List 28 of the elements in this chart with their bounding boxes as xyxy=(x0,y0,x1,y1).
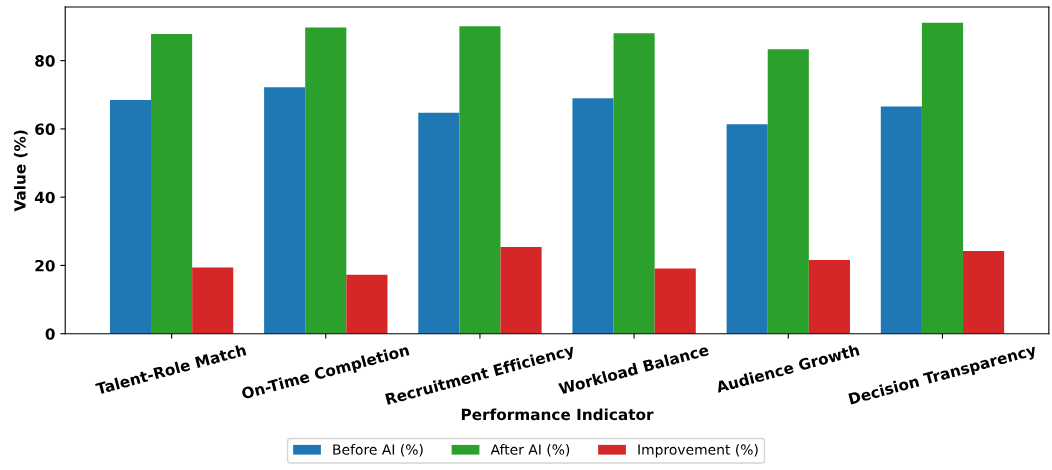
bar xyxy=(151,34,193,334)
y-axis-title: Value (%) xyxy=(13,130,28,212)
bar xyxy=(880,106,922,334)
x-axis-title: Performance Indicator xyxy=(461,408,654,421)
bar xyxy=(963,251,1005,334)
y-tick-label: 60 xyxy=(35,123,55,135)
bar xyxy=(500,247,542,334)
bar xyxy=(572,98,614,334)
bar xyxy=(613,33,655,334)
bar xyxy=(418,112,460,334)
bar xyxy=(921,22,964,334)
bar xyxy=(767,49,809,334)
bar xyxy=(459,26,501,334)
bar xyxy=(192,267,234,334)
legend-label: After AI (%) xyxy=(490,444,570,457)
bar xyxy=(346,274,388,334)
y-tick-label: 80 xyxy=(35,55,55,67)
y-tick-label: 20 xyxy=(35,259,55,272)
y-tick-label: 0 xyxy=(45,328,55,340)
bar xyxy=(808,259,850,334)
bar xyxy=(305,27,347,334)
bar xyxy=(726,124,768,334)
y-tick-label: 40 xyxy=(34,191,55,204)
legend-label: Before AI (%) xyxy=(333,444,423,457)
legend-label: Improvement (%) xyxy=(638,444,758,458)
bar xyxy=(264,87,306,334)
bar xyxy=(654,268,696,334)
bar xyxy=(109,99,152,334)
